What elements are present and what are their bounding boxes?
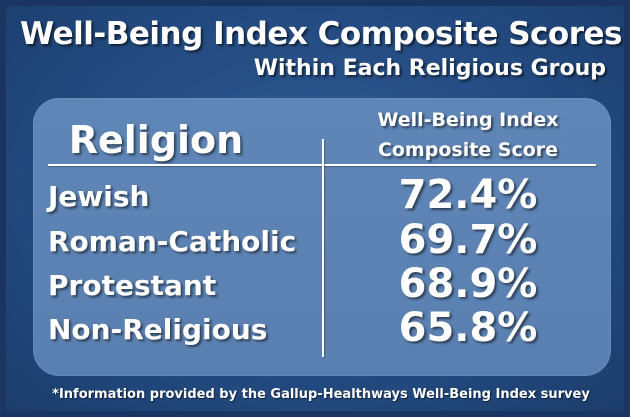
- chart-subtitle: Within Each Religious Group: [253, 56, 606, 81]
- column-divider: [322, 139, 324, 357]
- row-value-roman-catholic: 69.7%: [398, 217, 538, 263]
- column-header-score-line-2: Composite Score: [377, 139, 559, 161]
- row-value-non-religious: 65.8%: [398, 305, 538, 351]
- chart-title: Well-Being Index Composite Scores: [20, 16, 623, 52]
- column-header-score-line-1: Well-Being Index: [377, 109, 559, 131]
- row-label-protestant: Protestant: [48, 269, 217, 302]
- row-label-jewish: Jewish: [48, 180, 150, 213]
- row-value-protestant: 68.9%: [398, 261, 538, 307]
- column-header-religion: Religion: [68, 118, 244, 162]
- column-header-score: Well-Being Index Composite Score: [328, 105, 608, 165]
- row-label-non-religious: Non-Religious: [48, 313, 268, 346]
- footnote: *Information provided by the Gallup-Heal…: [52, 387, 590, 402]
- row-value-jewish: 72.4%: [398, 172, 538, 218]
- row-label-roman-catholic: Roman-Catholic: [48, 225, 297, 258]
